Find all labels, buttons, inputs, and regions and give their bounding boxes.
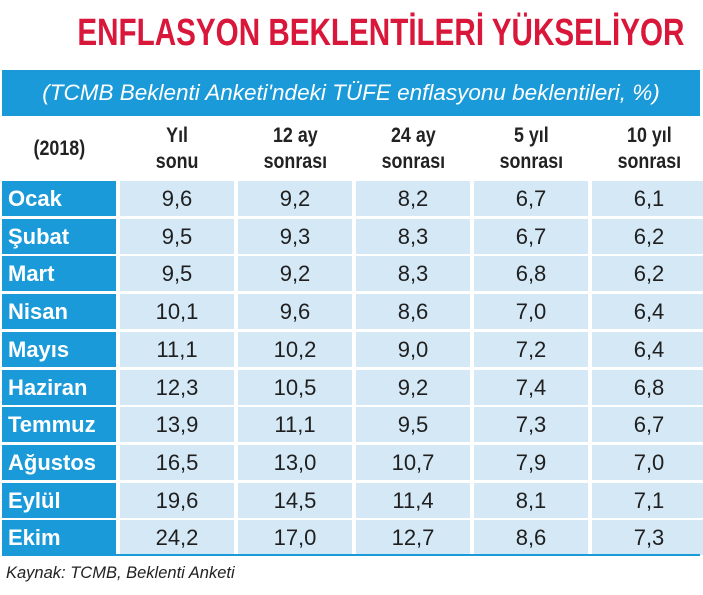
- column-header-label: Yıl sonu: [156, 123, 199, 175]
- column-header: 10 yıl sonrası: [592, 118, 703, 180]
- table-cell: 6,1: [592, 181, 703, 216]
- table-cell: 9,2: [238, 181, 352, 216]
- table-cell: 10,2: [238, 332, 352, 367]
- row-label: Ağustos: [2, 445, 116, 480]
- column-header-line: 24 ay: [390, 124, 436, 147]
- table-cell: 16,5: [120, 445, 234, 480]
- column-header-line: sonrası: [381, 150, 445, 173]
- row-label: Mayıs: [2, 332, 116, 367]
- table-cell: 9,5: [120, 219, 234, 254]
- column-header: 5 yıl sonrası: [474, 118, 588, 180]
- column-header-label: 24 ay sonrası: [381, 123, 444, 175]
- table-cell: 8,2: [356, 181, 470, 216]
- chart-title: ENFLASYON BEKLENTİLERİ YÜKSELİYOR: [77, 12, 685, 54]
- table-cell: 10,1: [120, 294, 234, 329]
- column-header-line: sonrası: [263, 150, 327, 173]
- table-cell: 11,1: [238, 407, 352, 442]
- table-cell: 9,3: [238, 219, 352, 254]
- column-header: 24 ay sonrası: [356, 118, 470, 180]
- table-cell: 13,9: [120, 407, 234, 442]
- table-cell: 9,6: [120, 181, 234, 216]
- table-cell: 6,7: [592, 407, 703, 442]
- table-cell: 8,6: [474, 520, 588, 555]
- column-header-line: Yıl: [166, 124, 188, 147]
- table-cell: 19,6: [120, 483, 234, 518]
- table-cell: 8,1: [474, 483, 588, 518]
- column-header-line: 5 yıl: [513, 124, 549, 147]
- table-cell: 11,4: [356, 483, 470, 518]
- row-label: Ocak: [2, 181, 116, 216]
- table-cell: 7,9: [474, 445, 588, 480]
- table-cell: 9,6: [238, 294, 352, 329]
- chart-subtitle: (TCMB Beklenti Anketi'ndeki TÜFE enflasy…: [2, 70, 700, 116]
- row-label: Ekim: [2, 520, 116, 555]
- table-cell: 7,1: [592, 483, 703, 518]
- table-cell: 8,3: [356, 256, 470, 291]
- table-cell: 6,4: [592, 294, 703, 329]
- corner-year-label: (2018): [33, 137, 85, 160]
- table-cell: 11,1: [120, 332, 234, 367]
- table-cell: 7,0: [592, 445, 703, 480]
- table-cell: 6,2: [592, 256, 703, 291]
- table-cell: 6,4: [592, 332, 703, 367]
- column-header: 12 ay sonrası: [238, 118, 352, 180]
- row-label: Temmuz: [2, 407, 116, 442]
- table-cell: 12,3: [120, 370, 234, 405]
- table-cell: 24,2: [120, 520, 234, 555]
- table-cell: 7,2: [474, 332, 588, 367]
- column-header-line: 12 ay: [272, 124, 318, 147]
- column-header-line: sonu: [155, 150, 199, 173]
- table-cell: 9,5: [120, 256, 234, 291]
- column-header-label: 10 yıl sonrası: [617, 123, 680, 175]
- column-header-line: sonrası: [617, 150, 681, 173]
- table-cell: 10,7: [356, 445, 470, 480]
- table-cell: 6,8: [474, 256, 588, 291]
- table-cell: 12,7: [356, 520, 470, 555]
- corner-year: (2018): [2, 118, 116, 180]
- column-header-label: 12 ay sonrası: [263, 123, 326, 175]
- table-cell: 9,5: [356, 407, 470, 442]
- table-cell: 7,0: [474, 294, 588, 329]
- table-cell: 7,3: [592, 520, 703, 555]
- table-cell: 6,7: [474, 219, 588, 254]
- table-cell: 8,6: [356, 294, 470, 329]
- table-cell: 17,0: [238, 520, 352, 555]
- row-label: Nisan: [2, 294, 116, 329]
- table-cell: 10,5: [238, 370, 352, 405]
- row-label: Haziran: [2, 370, 116, 405]
- row-label: Mart: [2, 256, 116, 291]
- table-cell: 8,3: [356, 219, 470, 254]
- table-cell: 6,2: [592, 219, 703, 254]
- table-cell: 9,2: [356, 370, 470, 405]
- table-cell: 9,2: [238, 256, 352, 291]
- table-cell: 13,0: [238, 445, 352, 480]
- column-header: Yıl sonu: [120, 118, 234, 180]
- column-header-line: sonrası: [499, 150, 563, 173]
- table-cell: 9,0: [356, 332, 470, 367]
- column-header-label: 5 yıl sonrası: [499, 123, 562, 175]
- row-label: Eylül: [2, 483, 116, 518]
- table-cell: 7,4: [474, 370, 588, 405]
- source-note: Kaynak: TCMB, Beklenti Anketi: [2, 554, 700, 590]
- table-cell: 7,3: [474, 407, 588, 442]
- table-cell: 6,8: [592, 370, 703, 405]
- column-header-line: 10 yıl: [626, 124, 672, 147]
- table-cell: 6,7: [474, 181, 588, 216]
- table-cell: 14,5: [238, 483, 352, 518]
- row-label: Şubat: [2, 219, 116, 254]
